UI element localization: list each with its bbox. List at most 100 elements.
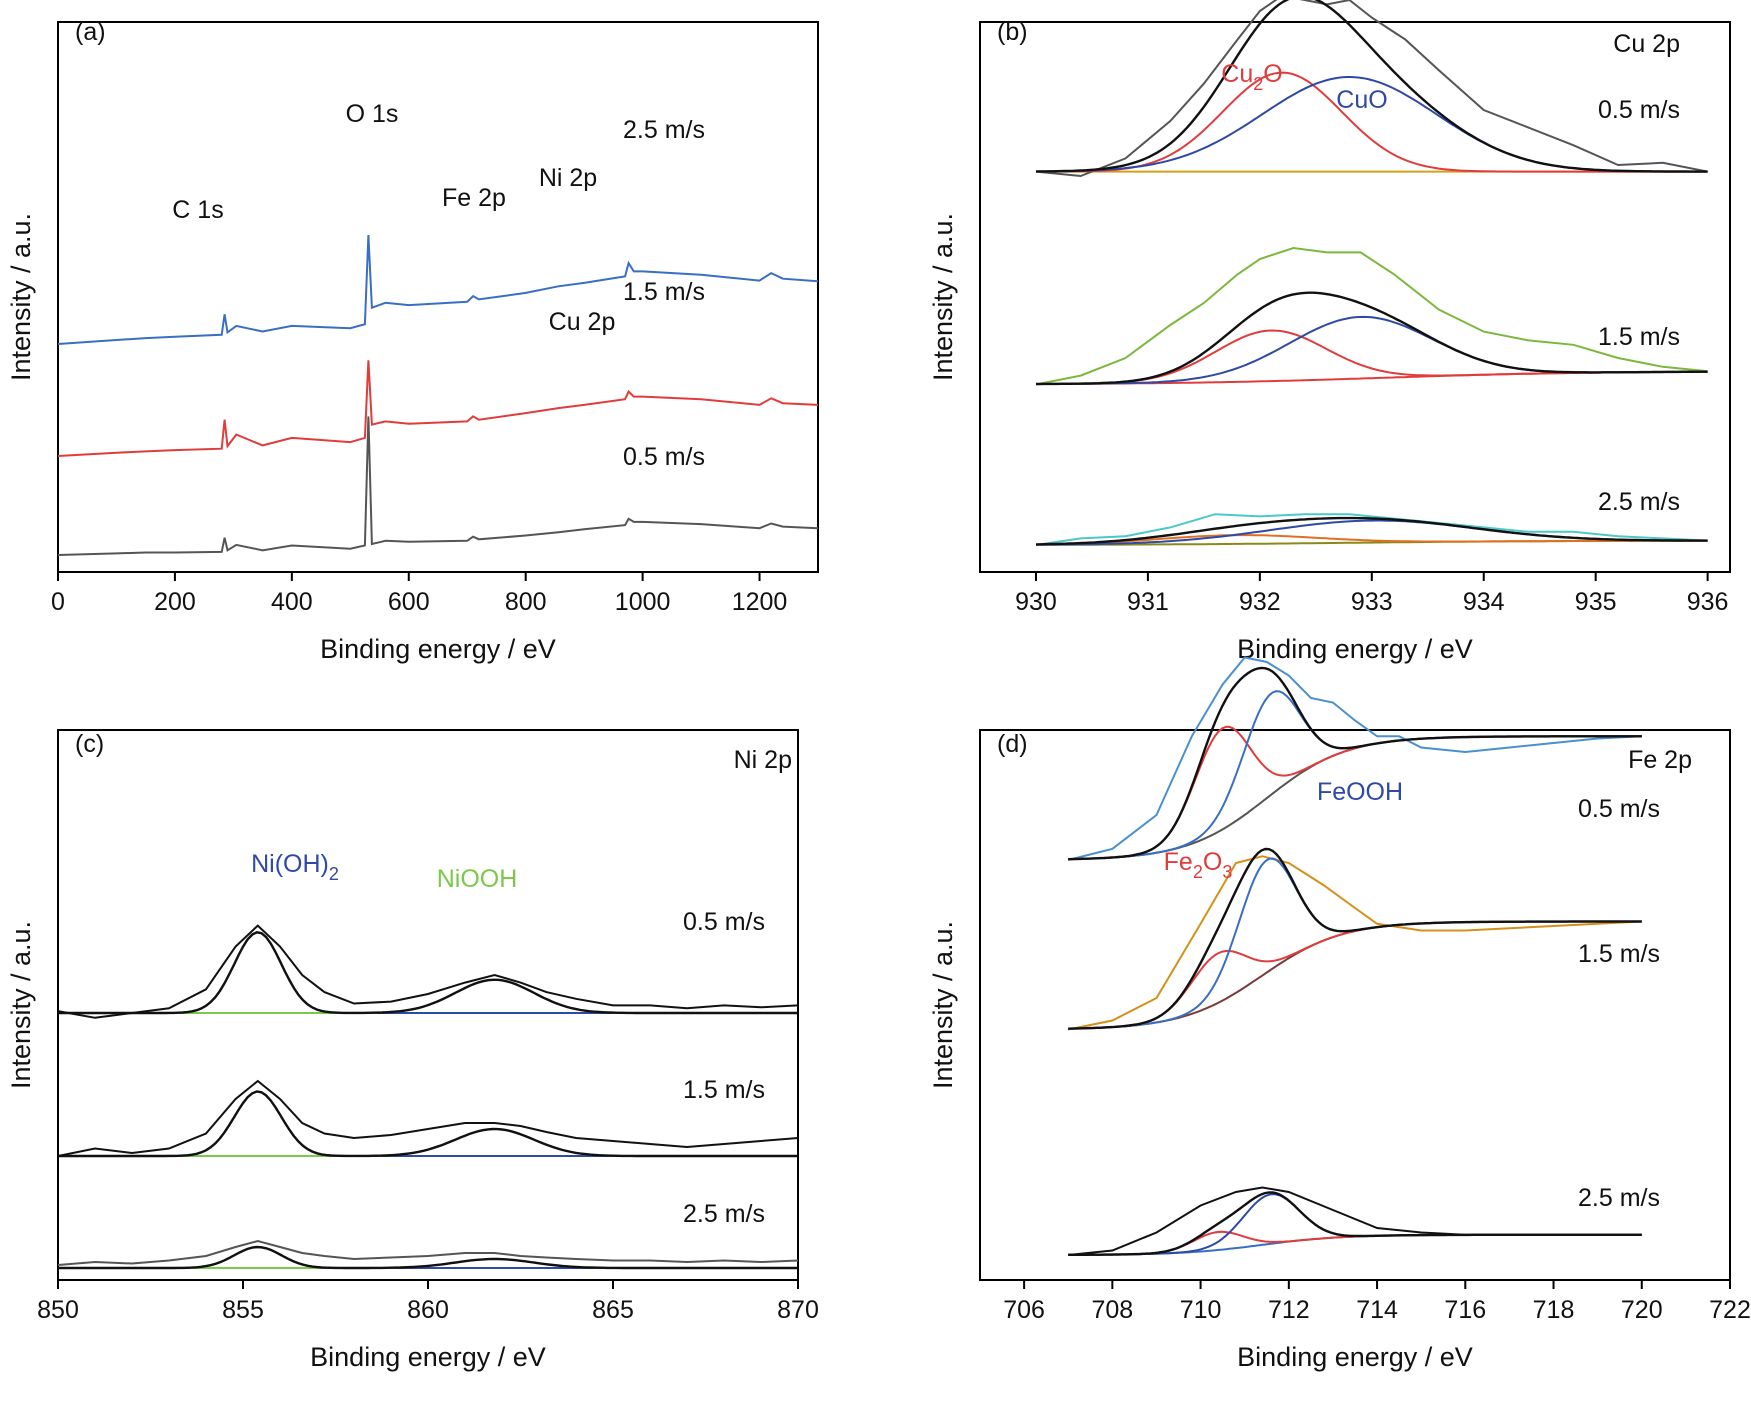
envelope-fit-line xyxy=(58,931,798,1015)
baseline-line xyxy=(1068,1233,1642,1256)
y-axis-title: Intensity / a.u. xyxy=(928,921,958,1089)
panel-3: 706 708 710 712 714 716 718 720 722 Binding energ… xyxy=(928,656,1751,1372)
y-axis-title: Intensity / a.u. xyxy=(6,921,36,1089)
series-label: 0.5 m/s xyxy=(1578,795,1660,823)
series-line xyxy=(57,235,819,345)
component-fit-line xyxy=(1035,534,1708,546)
panel-tag: (a) xyxy=(75,18,106,46)
component-fit-line xyxy=(1068,920,1642,1030)
raw-spectrum-line xyxy=(1067,656,1642,861)
x-tick-label: 930 xyxy=(1015,588,1057,616)
x-tick-label: 934 xyxy=(1463,588,1505,616)
component-label: FeOOH xyxy=(1317,778,1403,806)
panel-2: 850 855 860 865 870 Binding energy / eV Intens… xyxy=(6,729,819,1372)
component-label: Ni(OH)2 xyxy=(251,850,339,884)
series-label: 1.5 m/s xyxy=(1578,940,1660,968)
x-tick-label: 200 xyxy=(154,588,196,616)
x-axis-title: Binding energy / eV xyxy=(1237,634,1473,664)
x-tick-label: 708 xyxy=(1091,1296,1133,1324)
y-axis-title: Intensity / a.u. xyxy=(6,213,36,381)
component-fit-line xyxy=(58,1127,798,1157)
x-tick-label: 936 xyxy=(1687,588,1729,616)
envelope-fit-line xyxy=(58,1090,798,1158)
series-label: 0.5 m/s xyxy=(623,443,705,471)
y-axis-title: Intensity / a.u. xyxy=(928,213,958,381)
x-tick-label: 865 xyxy=(592,1296,634,1324)
x-tick-label: 712 xyxy=(1268,1296,1310,1324)
component-fit-line xyxy=(1068,857,1642,1030)
series-label: 0.5 m/s xyxy=(1598,96,1680,124)
series-label: 1.5 m/s xyxy=(683,1076,765,1104)
raw-spectrum-line xyxy=(1035,0,1708,178)
x-tick-label: 0 xyxy=(51,588,65,616)
x-axis-title: Binding energy / eV xyxy=(320,634,556,664)
envelope-fit-line xyxy=(1068,666,1642,861)
envelope-fit-line xyxy=(1068,847,1642,1030)
x-tick-label: 718 xyxy=(1533,1296,1575,1324)
x-tick-label: 722 xyxy=(1709,1296,1751,1324)
x-tick-label: 720 xyxy=(1621,1296,1663,1324)
peak-annotation: Ni 2p xyxy=(539,164,597,192)
component-fit-line xyxy=(58,931,798,1014)
envelope-fit-line xyxy=(1036,291,1708,386)
x-tick-label: 1200 xyxy=(732,588,788,616)
raw-spectrum-line xyxy=(1035,246,1708,386)
x-axis-title: Binding energy / eV xyxy=(1237,1342,1473,1372)
peak-annotation: C 1s xyxy=(172,196,223,224)
panel-1: 930 931 932 933 934 935 936 Binding energy / eV… xyxy=(928,0,1731,664)
component-fit-line xyxy=(1068,690,1642,861)
series-label: 1.5 m/s xyxy=(1598,323,1680,351)
panel-title: Ni 2p xyxy=(734,746,792,774)
series-line xyxy=(57,416,819,556)
panel-title: Fe 2p xyxy=(1628,746,1692,774)
x-tick-label: 855 xyxy=(222,1296,264,1324)
series-label: 2.5 m/s xyxy=(623,116,705,144)
panel-tag: (d) xyxy=(997,730,1028,758)
component-fit-line xyxy=(1068,1193,1642,1256)
raw-spectrum-line xyxy=(57,1239,799,1266)
component-label: NiOOH xyxy=(437,865,518,893)
x-tick-label: 710 xyxy=(1180,1296,1222,1324)
series-label: 2.5 m/s xyxy=(683,1200,765,1228)
raw-spectrum-line xyxy=(57,924,799,1019)
x-tick-label: 860 xyxy=(407,1296,449,1324)
x-tick-label: 932 xyxy=(1239,588,1281,616)
component-label: CuO xyxy=(1336,86,1387,114)
plot-frame xyxy=(57,21,819,573)
series-label: 2.5 m/s xyxy=(1598,488,1680,516)
raw-spectrum-line xyxy=(1068,1186,1642,1256)
baseline-line xyxy=(1068,920,1642,1030)
series-label: 0.5 m/s xyxy=(683,908,765,936)
x-tick-label: 716 xyxy=(1444,1296,1486,1324)
x-tick-label: 870 xyxy=(777,1296,819,1324)
panel-0: 0 200 400 600 800 1000 1200 Binding energy / eV… xyxy=(6,18,819,664)
x-tick-label: 400 xyxy=(271,588,313,616)
panel-tag: (c) xyxy=(75,730,104,758)
component-fit-line xyxy=(1036,71,1708,173)
peak-annotation: Fe 2p xyxy=(442,184,506,212)
x-tick-label: 935 xyxy=(1575,588,1617,616)
envelope-fit-line xyxy=(1068,1191,1642,1256)
x-tick-label: 714 xyxy=(1356,1296,1398,1324)
x-tick-label: 706 xyxy=(1003,1296,1045,1324)
raw-spectrum-line xyxy=(1068,855,1642,1031)
plot-frame xyxy=(979,729,1731,1281)
panel-title: Cu 2p xyxy=(1613,30,1680,58)
panel-tag: (b) xyxy=(997,18,1028,46)
peak-annotation: O 1s xyxy=(346,100,399,128)
x-axis-title: Binding energy / eV xyxy=(310,1342,546,1372)
x-tick-label: 850 xyxy=(37,1296,79,1324)
series-label: 2.5 m/s xyxy=(1578,1184,1660,1212)
series-label: 1.5 m/s xyxy=(623,278,705,306)
raw-spectrum-line xyxy=(1035,513,1708,546)
x-tick-label: 931 xyxy=(1127,588,1169,616)
x-tick-label: 933 xyxy=(1351,588,1393,616)
envelope-fit-line xyxy=(1035,516,1708,546)
raw-spectrum-line xyxy=(57,1079,799,1157)
x-tick-label: 600 xyxy=(388,588,430,616)
plot-frame xyxy=(979,21,1731,573)
component-label: Cu2O xyxy=(1221,60,1282,94)
x-tick-label: 800 xyxy=(505,588,547,616)
x-tick-label: 1000 xyxy=(615,588,671,616)
